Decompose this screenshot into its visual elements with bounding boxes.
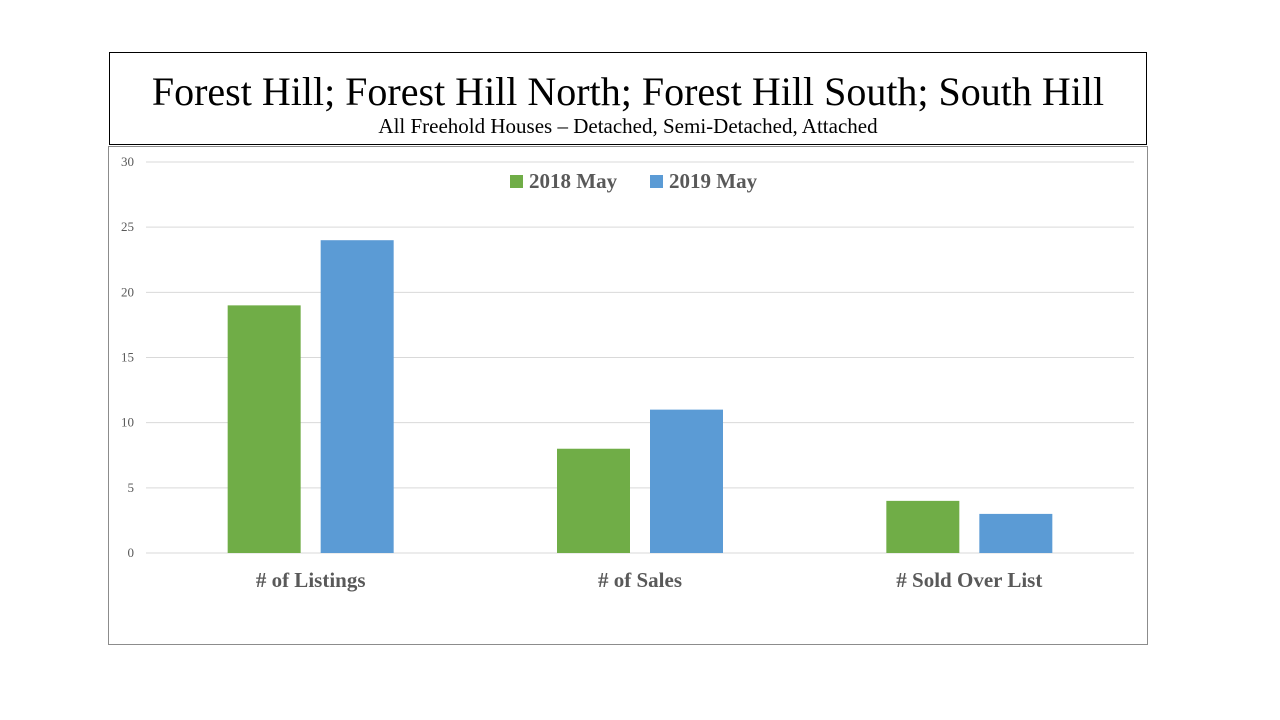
bar-2019-may xyxy=(320,240,394,553)
chart-subtitle: All Freehold Houses – Detached, Semi-Det… xyxy=(378,114,878,138)
y-tick-label: 30 xyxy=(121,154,134,169)
chart-title: Forest Hill; Forest Hill North; Forest H… xyxy=(151,69,1105,114)
legend-label: 2018 May xyxy=(529,169,618,193)
bar-2018-may xyxy=(557,448,630,553)
y-tick-label: 15 xyxy=(121,350,134,365)
legend-swatch xyxy=(510,175,523,188)
bar-2019-may xyxy=(650,409,723,553)
bar-2019-may xyxy=(979,513,1053,553)
bar-chart: 0 5 10 15 20 25 30 # of Listings # of Sales # Sol… xyxy=(121,154,1134,592)
legend-label: 2019 May xyxy=(669,169,758,193)
y-tick-label: 20 xyxy=(121,284,134,299)
title-box: Forest Hill; Forest Hill North; Forest H… xyxy=(109,52,1147,145)
legend-swatch xyxy=(650,175,663,188)
y-tick-label: 10 xyxy=(121,415,134,430)
chart-frame: 0 5 10 15 20 25 30 # of Listings # of Sales # Sol… xyxy=(108,146,1148,645)
x-category-label: # Sold Over List xyxy=(896,568,1042,592)
bar-2018-may xyxy=(886,500,960,553)
x-category-label: # of Listings xyxy=(256,568,366,592)
x-category-label: # of Sales xyxy=(598,568,682,592)
y-tick-label: 0 xyxy=(128,545,135,560)
y-tick-label: 25 xyxy=(121,219,134,234)
y-tick-label: 5 xyxy=(128,480,135,495)
bar-2018-may xyxy=(227,305,301,553)
